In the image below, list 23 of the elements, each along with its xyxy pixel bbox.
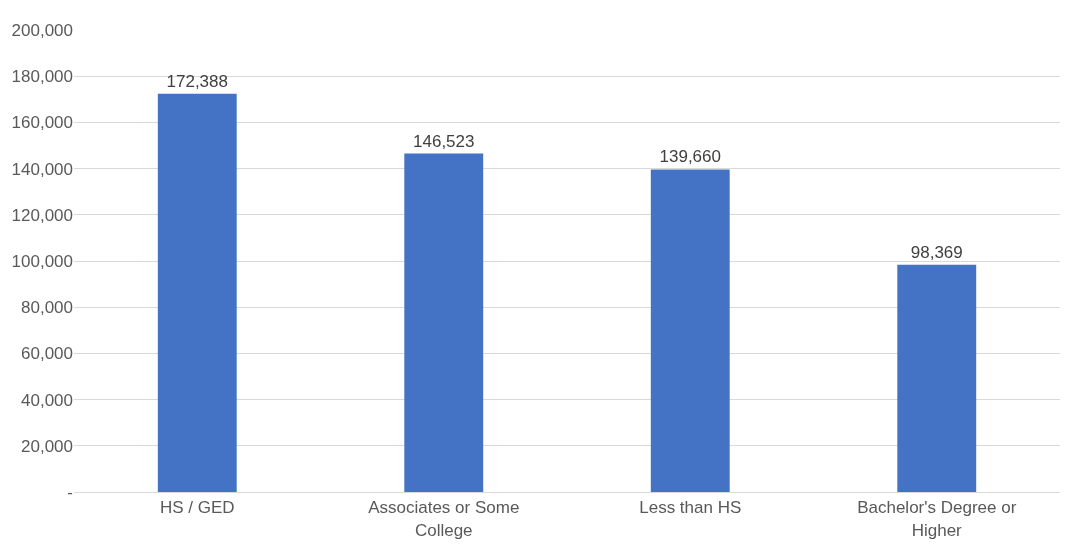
y-tick-label: 40,000 — [21, 390, 73, 410]
x-tick-label: Bachelor's Degree or Higher — [857, 498, 1017, 540]
data-label: 146,523 — [413, 131, 475, 151]
y-tick-label: 100,000 — [11, 251, 73, 271]
data-label: 172,388 — [166, 71, 228, 91]
x-tick-label: HS / GED — [159, 498, 235, 518]
y-tick-label: 20,000 — [21, 436, 73, 456]
y-tick-label: 160,000 — [11, 113, 73, 133]
bar — [650, 169, 730, 492]
y-tick-label: - — [67, 482, 73, 502]
y-tick-label: 80,000 — [21, 298, 73, 318]
data-label: 98,369 — [910, 242, 963, 262]
bar — [897, 264, 977, 492]
bar — [157, 93, 237, 492]
data-label: 139,660 — [659, 147, 721, 167]
y-tick-label: 60,000 — [21, 344, 73, 364]
y-tick-label: 140,000 — [11, 159, 73, 179]
x-tick-label: Less than HS — [639, 498, 742, 518]
x-tick-label: Associates or Some College — [368, 498, 520, 540]
bar — [404, 153, 484, 492]
y-tick-label: 200,000 — [11, 20, 73, 40]
y-tick-label: 180,000 — [11, 67, 73, 87]
y-tick-label: 120,000 — [11, 205, 73, 225]
